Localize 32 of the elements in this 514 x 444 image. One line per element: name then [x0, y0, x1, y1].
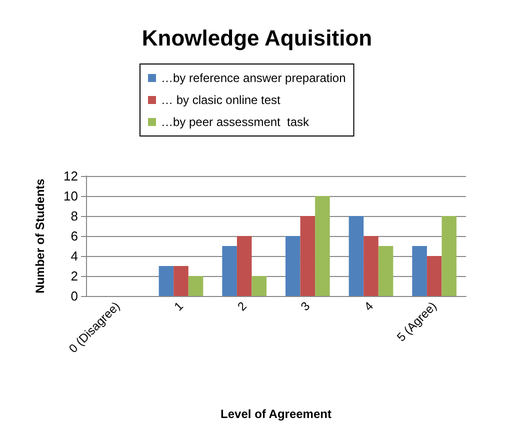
y-tick-label: 10	[64, 188, 78, 204]
bar	[222, 246, 237, 296]
chart-title: Knowledge Aquisition	[142, 26, 372, 50]
bar	[426, 256, 442, 296]
bar	[315, 196, 330, 296]
y-tick-label: 8	[70, 208, 78, 224]
bar	[188, 276, 204, 296]
bar	[174, 266, 188, 296]
x-tick-label: 1	[171, 298, 186, 314]
legend-label: …by peer assessment task	[161, 115, 310, 129]
y-tick-label: 6	[70, 228, 78, 244]
bar	[300, 216, 316, 296]
legend-label: … by clasic online test	[161, 93, 282, 107]
x-tick-label: 3	[298, 298, 313, 314]
bar	[236, 236, 252, 296]
y-tick-label: 4	[70, 248, 78, 264]
x-axis-title: Level of Agreement	[220, 407, 332, 421]
bar	[348, 216, 364, 296]
bar	[412, 246, 427, 296]
y-tick-label: 0	[70, 288, 78, 304]
x-tick-label: 2	[234, 298, 250, 314]
bar	[158, 266, 174, 296]
y-tick-label: 12	[64, 168, 78, 184]
y-axis-title: Number of Students	[33, 178, 47, 294]
y-tick-label: 2	[70, 268, 78, 284]
x-tick-label: 4	[361, 298, 376, 314]
legend-label: …by reference answer preparation	[161, 71, 346, 85]
bar	[378, 246, 394, 296]
bar	[286, 236, 300, 296]
bar	[252, 276, 266, 296]
bar	[364, 236, 378, 296]
bar	[442, 216, 456, 296]
